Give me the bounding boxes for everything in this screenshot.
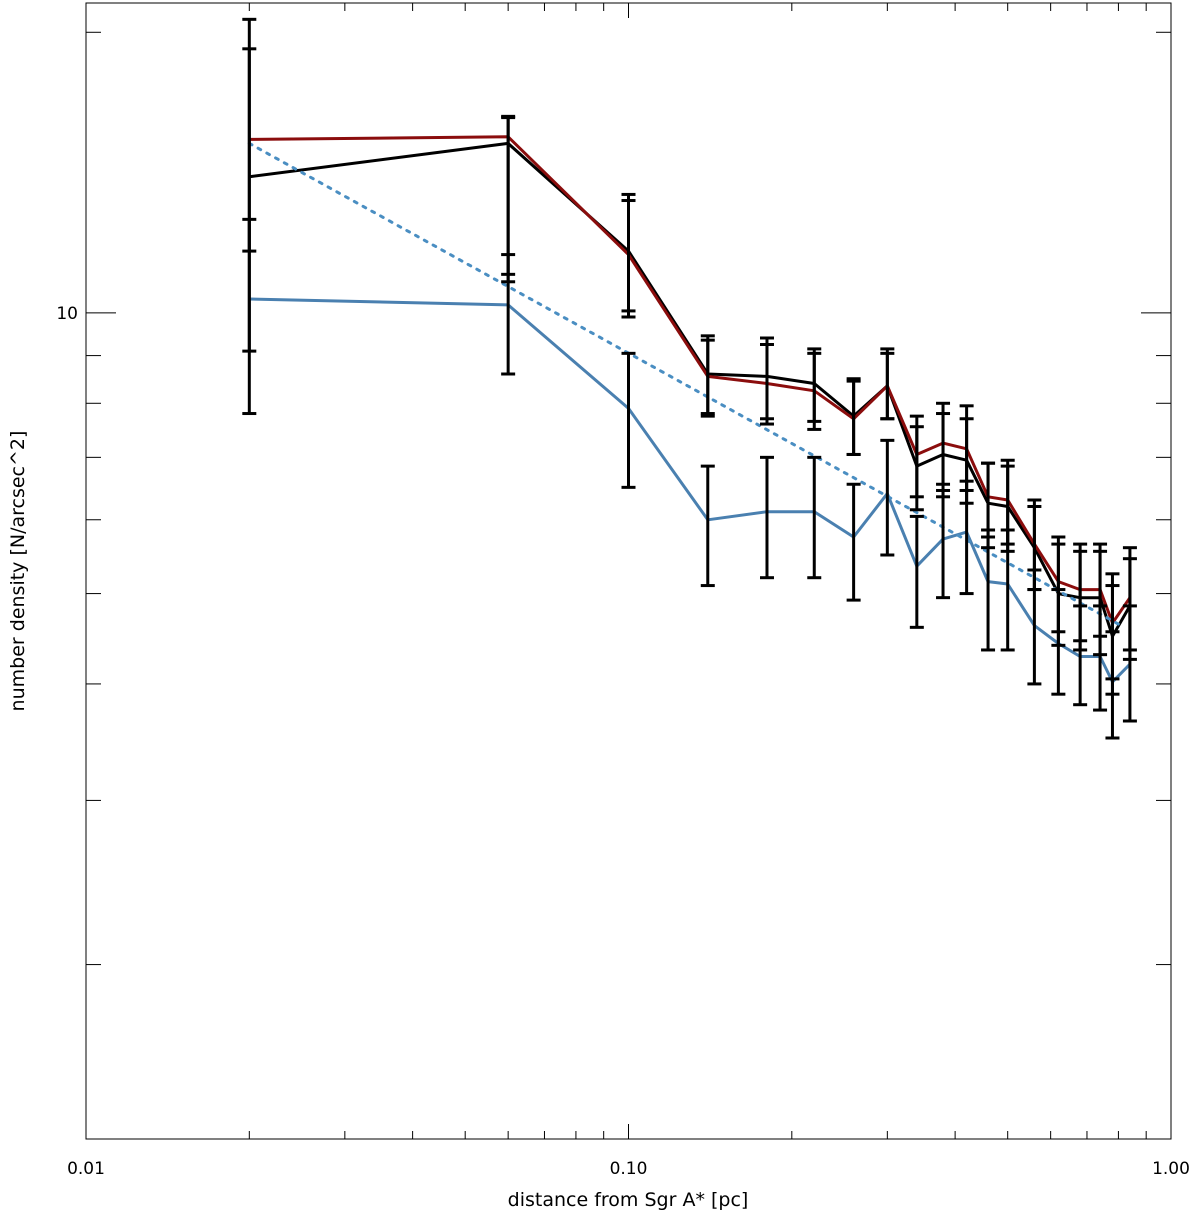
series-line-1 xyxy=(249,135,1132,625)
y-axis-label: number density [N/arcsec^2] xyxy=(7,431,29,712)
x-tick-label: 0.10 xyxy=(610,1159,648,1179)
y-tick-label: 10 xyxy=(56,304,78,324)
series-line-3 xyxy=(247,141,1126,629)
x-tick-label: 1.00 xyxy=(1152,1159,1190,1179)
series-layer xyxy=(247,135,1132,684)
y-minor-ticks xyxy=(86,31,1171,966)
x-tick-label: 0.01 xyxy=(67,1159,105,1179)
x-ticks: 0.01 0.10 1.00 xyxy=(67,3,1190,1179)
error-bars xyxy=(242,17,1137,740)
series-line-2 xyxy=(249,297,1131,684)
x-axis-label: distance from Sgr A* [pc] xyxy=(508,1189,749,1211)
y-major-ticks: 10 xyxy=(56,304,1171,324)
